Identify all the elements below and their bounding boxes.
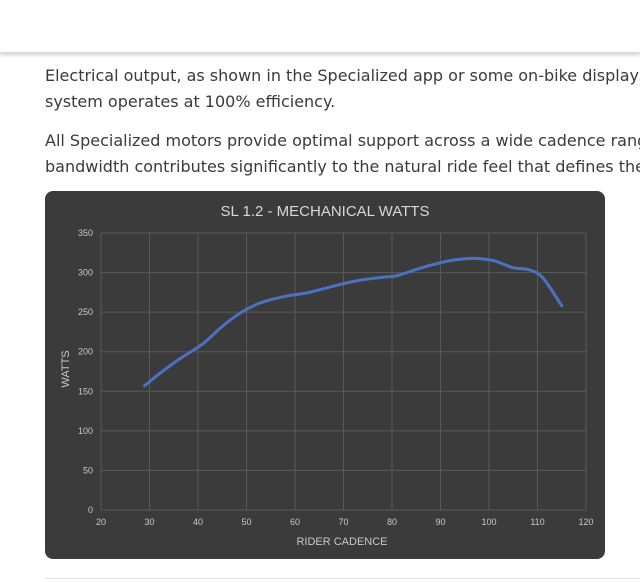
data-point	[511, 266, 515, 270]
chart-title: SL 1.2 - MECHANICAL WATTS	[221, 203, 430, 220]
data-point	[143, 384, 147, 388]
data-point	[453, 258, 457, 262]
y-tick-label: 350	[78, 228, 93, 238]
x-tick-label: 100	[481, 517, 496, 527]
data-point	[220, 324, 224, 328]
data-point	[259, 301, 263, 305]
x-tick-label: 70	[338, 517, 348, 527]
chart-card: SL 1.2 - MECHANICAL WATTS RIDER CADENCE …	[45, 191, 605, 559]
data-point	[414, 267, 418, 271]
x-tick-label: 20	[96, 517, 106, 527]
x-tick-label: 80	[387, 517, 397, 527]
bottom-divider	[45, 578, 640, 579]
data-point	[157, 372, 161, 376]
tick-labels: 0 50 100 150 200 250 300 350 20 30 40 50 60 70 80 90 100…	[78, 228, 594, 527]
data-point	[526, 267, 530, 271]
x-tick-label: 30	[144, 517, 154, 527]
grid-lines	[100, 232, 587, 511]
line-chart: SL 1.2 - MECHANICAL WATTS RIDER CADENCE …	[60, 203, 594, 548]
y-tick-label: 300	[78, 268, 93, 278]
y-tick-label: 0	[88, 505, 93, 515]
series-line-watts	[143, 256, 564, 388]
x-tick-label: 50	[241, 517, 251, 527]
paragraph-1-line-1: Electrical output, as shown in the Speci…	[45, 66, 640, 85]
y-tick-label: 100	[78, 426, 93, 436]
y-tick-label: 250	[78, 307, 93, 317]
data-point	[283, 294, 287, 298]
paragraph-2-line-2: bandwidth contributes significantly to t…	[45, 157, 640, 176]
y-tick-label: 150	[78, 386, 93, 396]
data-point	[240, 310, 244, 314]
paragraph-1-line-2: system operates at 100% efficiency.	[45, 92, 336, 111]
data-point	[492, 259, 496, 263]
data-point	[434, 262, 438, 266]
x-tick-label: 60	[290, 517, 300, 527]
data-point	[540, 275, 544, 279]
y-tick-label: 200	[78, 347, 93, 357]
x-tick-label: 120	[578, 517, 593, 527]
data-point	[201, 342, 205, 346]
top-header-bar	[0, 0, 640, 53]
x-tick-label: 90	[435, 517, 445, 527]
data-point	[308, 290, 312, 294]
data-point	[177, 358, 181, 362]
x-tick-label: 110	[530, 517, 544, 527]
x-axis-label: RIDER CADENCE	[296, 536, 387, 548]
y-axis-label: WATTS	[60, 350, 72, 387]
paragraph-2-line-1: All Specialized motors provide optimal s…	[45, 131, 640, 150]
data-point	[356, 278, 360, 282]
data-point	[472, 256, 476, 260]
article-paragraph-2: All Specialized motors provide optimal s…	[45, 128, 640, 180]
data-point	[395, 274, 399, 278]
article-paragraph-1: Electrical output, as shown in the Speci…	[45, 63, 640, 115]
x-tick-label: 40	[193, 517, 203, 527]
series-layer	[143, 256, 564, 388]
data-point	[380, 275, 384, 279]
y-tick-label: 50	[83, 465, 93, 475]
data-point	[332, 284, 336, 288]
data-point	[560, 304, 564, 308]
